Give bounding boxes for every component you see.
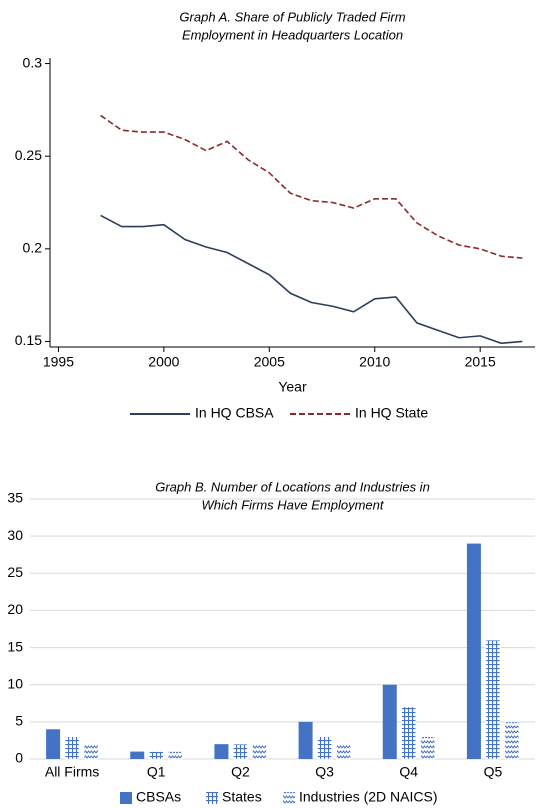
y-tick-label: 0.2 <box>23 240 43 256</box>
bar <box>298 721 313 759</box>
legend-label: CBSAs <box>136 789 181 805</box>
legend-swatch <box>120 792 132 804</box>
bar <box>233 743 248 760</box>
bar <box>466 543 481 759</box>
y-tick-label: 25 <box>7 564 23 580</box>
legend-label: In HQ State <box>355 405 428 421</box>
y-tick-label: 0 <box>15 750 23 766</box>
x-tick-label: Q2 <box>231 764 250 780</box>
bar <box>149 751 164 760</box>
y-tick-label: 0.3 <box>23 54 43 70</box>
chart-title: Graph A. Share of Publicly Traded Firm <box>179 9 405 24</box>
x-tick-label: All Firms <box>45 764 99 780</box>
bar <box>168 751 183 760</box>
bar <box>252 743 267 760</box>
x-tick-label: 2010 <box>359 354 390 370</box>
x-tick-label: 2000 <box>148 354 179 370</box>
line-series <box>100 114 523 259</box>
x-tick-label: 1995 <box>43 354 74 370</box>
x-axis-label: Year <box>278 379 307 395</box>
line-series <box>100 214 523 345</box>
x-tick-label: 2015 <box>465 354 496 370</box>
y-tick-label: 35 <box>7 490 23 506</box>
y-tick-label: 5 <box>15 713 23 729</box>
chart-title: Employment in Headquarters Location <box>182 27 403 42</box>
y-tick-label: 0.25 <box>15 147 42 163</box>
legend-label: Industries (2D NAICS) <box>299 789 437 805</box>
y-tick-label: 0.15 <box>15 332 42 348</box>
bar <box>401 706 416 760</box>
bar <box>130 751 145 759</box>
x-tick-label: Q1 <box>147 764 166 780</box>
legend-swatch <box>206 792 218 804</box>
x-tick-label: Q5 <box>484 764 503 780</box>
bar <box>420 736 435 760</box>
x-tick-label: Q4 <box>399 764 418 780</box>
y-tick-label: 15 <box>7 638 23 654</box>
y-tick-label: 30 <box>7 527 23 543</box>
y-tick-label: 20 <box>7 601 23 617</box>
bar <box>64 736 80 760</box>
y-tick-label: 10 <box>7 675 23 691</box>
bar <box>214 744 229 759</box>
chart-title: Which Firms Have Employment <box>201 497 384 512</box>
bar <box>83 743 99 760</box>
bar <box>382 684 397 759</box>
legend-label: States <box>222 789 262 805</box>
legend-label: In HQ CBSA <box>195 405 274 421</box>
chart-title: Graph B. Number of Locations and Industr… <box>155 479 430 494</box>
x-tick-label: 2005 <box>254 354 285 370</box>
bar <box>504 721 520 760</box>
bar <box>317 736 332 760</box>
bar <box>336 743 351 760</box>
bar <box>485 639 501 760</box>
bar <box>46 729 61 759</box>
legend-swatch <box>283 792 295 804</box>
x-tick-label: Q3 <box>315 764 334 780</box>
